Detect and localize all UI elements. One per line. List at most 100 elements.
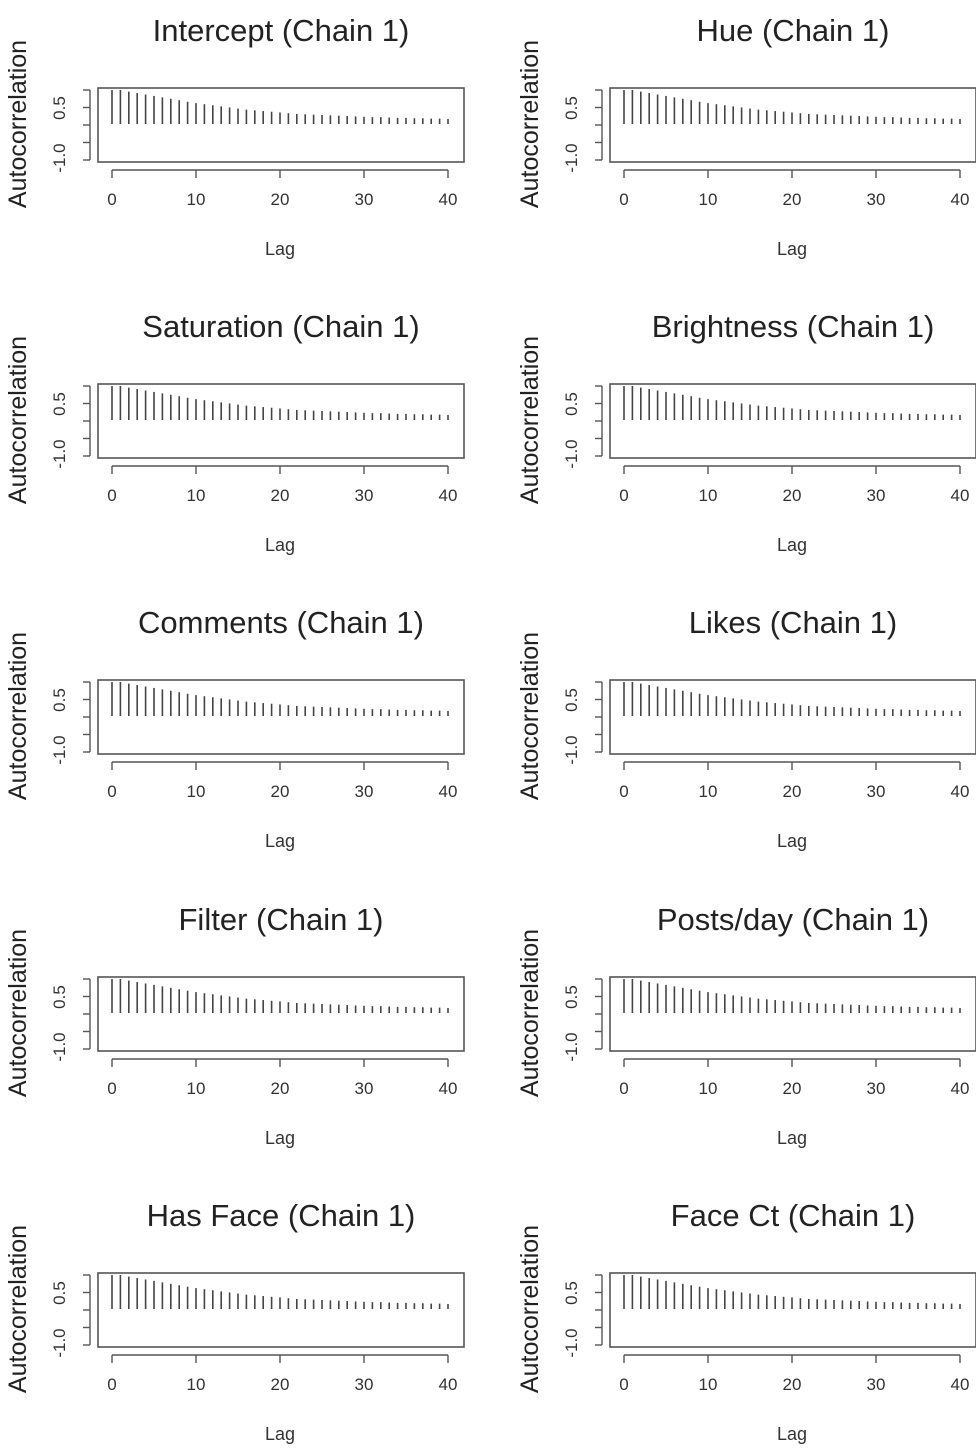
acf-panel: Intercept (Chain 1) Autocorrelation -1.0 0.…: [4, 13, 465, 259]
plot-frame: [97, 87, 465, 163]
x-tick-label: 10: [187, 1079, 206, 1098]
x-tick-label: 20: [271, 190, 290, 209]
x-tick-label: 0: [619, 486, 628, 505]
y-axis-label: Autocorrelation: [516, 336, 544, 504]
acf-panel: Posts/day (Chain 1) Autocorrelation -1.0 0.…: [516, 902, 976, 1148]
x-tick-label: 40: [951, 1375, 970, 1394]
x-tick-label: 40: [951, 486, 970, 505]
acf-panel: Has Face (Chain 1) Autocorrelation -1.0 0.5…: [4, 1198, 465, 1444]
chart-title: Face Ct (Chain 1): [671, 1198, 916, 1233]
x-tick-label: 30: [355, 1375, 374, 1394]
y-tick-label: -1.0: [50, 1032, 69, 1061]
x-tick-label: 10: [699, 782, 718, 801]
x-tick-label: 40: [439, 1079, 458, 1098]
x-tick-label: 20: [783, 486, 802, 505]
x-tick-label: 0: [619, 1375, 628, 1394]
y-tick-label: 0.5: [562, 1281, 581, 1305]
y-axis-label: Autocorrelation: [4, 1225, 32, 1393]
x-tick-label: 30: [355, 190, 374, 209]
y-tick-label: -1.0: [562, 1328, 581, 1357]
acf-panel: Hue (Chain 1) Autocorrelation -1.0 0.5 0 10 20…: [516, 13, 976, 259]
x-tick-label: 40: [439, 190, 458, 209]
acf-panel: Face Ct (Chain 1) Autocorrelation -1.0 0.5 0…: [516, 1198, 976, 1444]
x-axis-label: Lag: [777, 1424, 807, 1444]
y-tick-label: 0.5: [562, 96, 581, 120]
x-tick-label: 30: [355, 1079, 374, 1098]
y-tick-label: 0.5: [562, 392, 581, 416]
x-tick-label: 30: [355, 782, 374, 801]
chart-title: Filter (Chain 1): [179, 902, 384, 937]
y-tick-label: 0.5: [50, 985, 69, 1009]
x-tick-label: 20: [783, 1375, 802, 1394]
chart-title: Likes (Chain 1): [689, 605, 897, 640]
x-tick-label: 0: [619, 190, 628, 209]
x-tick-label: 20: [271, 486, 290, 505]
x-axis-label: Lag: [777, 831, 807, 851]
y-axis-label: Autocorrelation: [516, 1225, 544, 1393]
acf-panel: Comments (Chain 1) Autocorrelation -1.0 0.5…: [4, 605, 465, 851]
x-tick-label: 10: [187, 190, 206, 209]
chart-title: Hue (Chain 1): [697, 13, 890, 48]
x-tick-label: 0: [107, 486, 116, 505]
x-tick-label: 40: [439, 486, 458, 505]
x-tick-label: 10: [187, 1375, 206, 1394]
x-tick-label: 0: [107, 782, 116, 801]
x-tick-label: 0: [107, 1375, 116, 1394]
x-axis-label: Lag: [265, 239, 295, 259]
x-tick-label: 20: [783, 190, 802, 209]
x-tick-label: 20: [271, 1079, 290, 1098]
acf-panel: Likes (Chain 1) Autocorrelation -1.0 0.5 0 10…: [516, 605, 976, 851]
x-tick-label: 30: [867, 190, 886, 209]
x-tick-label: 0: [619, 1079, 628, 1098]
x-tick-label: 30: [867, 782, 886, 801]
y-tick-label: 0.5: [50, 392, 69, 416]
plot-frame: [609, 383, 976, 459]
y-axis-label: Autocorrelation: [516, 929, 544, 1097]
x-axis-label: Lag: [777, 535, 807, 555]
x-tick-label: 10: [699, 1079, 718, 1098]
x-tick-label: 30: [867, 1375, 886, 1394]
y-axis-label: Autocorrelation: [516, 632, 544, 800]
x-tick-label: 40: [439, 1375, 458, 1394]
x-axis-label: Lag: [777, 1128, 807, 1148]
plot-frame: [97, 383, 465, 459]
y-axis-label: Autocorrelation: [4, 336, 32, 504]
plot-frame: [97, 1272, 465, 1348]
y-tick-label: -1.0: [50, 1328, 69, 1357]
chart-title: Intercept (Chain 1): [153, 13, 410, 48]
x-axis-label: Lag: [265, 535, 295, 555]
plot-frame: [609, 679, 976, 755]
x-tick-label: 10: [699, 1375, 718, 1394]
x-tick-label: 0: [107, 1079, 116, 1098]
plot-frame: [609, 1272, 976, 1348]
x-tick-label: 40: [951, 190, 970, 209]
y-tick-label: -1.0: [50, 439, 69, 468]
x-tick-label: 10: [187, 486, 206, 505]
y-tick-label: -1.0: [562, 735, 581, 764]
chart-title: Posts/day (Chain 1): [657, 902, 929, 937]
y-tick-label: 0.5: [562, 688, 581, 712]
y-tick-label: 0.5: [50, 96, 69, 120]
y-axis-label: Autocorrelation: [4, 632, 32, 800]
x-tick-label: 10: [699, 486, 718, 505]
x-tick-label: 40: [951, 1079, 970, 1098]
chart-title: Comments (Chain 1): [138, 605, 424, 640]
chart-title: Has Face (Chain 1): [147, 1198, 416, 1233]
chart-title: Brightness (Chain 1): [652, 309, 935, 344]
x-axis-label: Lag: [265, 831, 295, 851]
plot-frame: [609, 87, 976, 163]
y-tick-label: -1.0: [562, 143, 581, 172]
x-tick-label: 10: [699, 190, 718, 209]
acf-panel: Filter (Chain 1) Autocorrelation -1.0 0.5 0 1…: [4, 902, 465, 1148]
x-tick-label: 40: [951, 782, 970, 801]
x-axis-label: Lag: [265, 1424, 295, 1444]
y-tick-label: 0.5: [562, 985, 581, 1009]
acf-panel: Brightness (Chain 1) Autocorrelation -1.0 0…: [516, 309, 976, 555]
x-tick-label: 30: [867, 486, 886, 505]
y-tick-label: -1.0: [562, 1032, 581, 1061]
chart-title: Saturation (Chain 1): [142, 309, 419, 344]
y-tick-label: 0.5: [50, 1281, 69, 1305]
y-tick-label: -1.0: [50, 735, 69, 764]
